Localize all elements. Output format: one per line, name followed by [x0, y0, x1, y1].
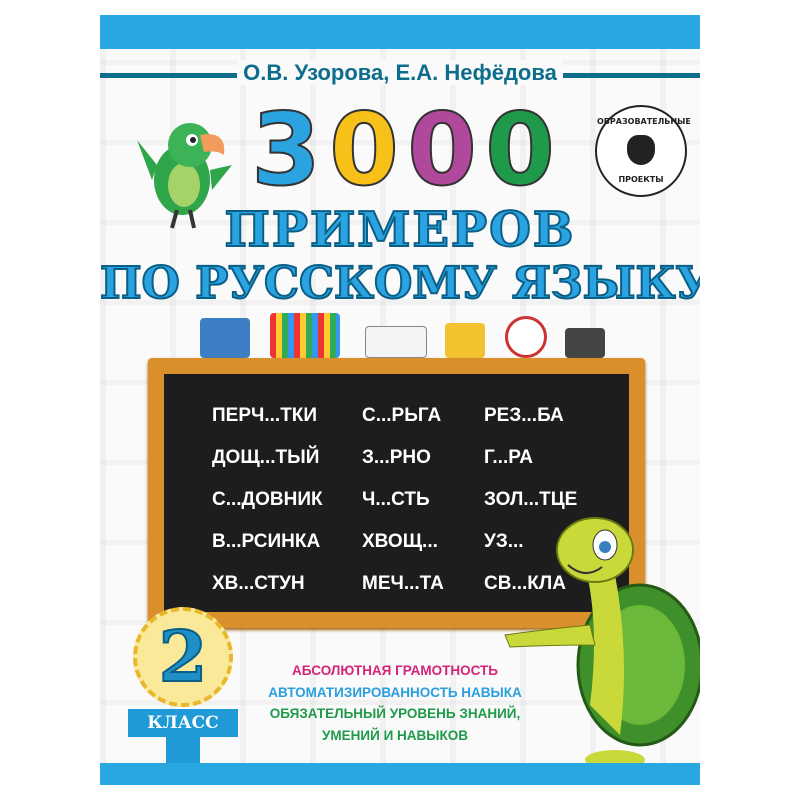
grade-label: КЛАСС	[128, 709, 238, 737]
word: СВ...КЛА	[484, 573, 566, 594]
features-list: АБСОЛЮТНАЯ ГРАМОТНОСТЬ АВТОМАТИЗИРОВАННО…	[250, 660, 540, 746]
word: Ч...СТЬ	[362, 489, 430, 510]
word: УЗ...	[484, 531, 524, 552]
digit-0: 0	[328, 101, 400, 199]
backpack-icon	[200, 318, 250, 358]
authors: О.В. Узорова, Е.А. Нефёдова	[100, 60, 700, 86]
divider-left	[100, 73, 240, 78]
paint-palette-icon	[365, 326, 427, 358]
number-3000: 3 0 0 0	[248, 101, 558, 199]
publisher-logo: ОБРАЗОВАТЕЛЬНЫЕ ПРОЕКТЫ	[595, 105, 691, 197]
pencils-icon	[270, 313, 340, 358]
school-supplies-illustration	[180, 313, 620, 358]
word: В...РСИНКА	[212, 531, 321, 552]
top-blue-bar	[100, 15, 700, 49]
title-line2: ПО РУССКОМУ ЯЗЫКУ	[100, 258, 700, 310]
calculator-icon	[565, 328, 605, 358]
digit-0: 0	[484, 101, 556, 199]
authors-text: О.В. Узорова, Е.А. Нефёдова	[237, 60, 563, 85]
turtle-illustration	[504, 517, 700, 770]
word: ДОЩ...ТЫЙ	[212, 447, 320, 468]
grade-number: 2	[133, 607, 233, 707]
word: С...РЬГА	[362, 405, 442, 426]
cat-icon	[627, 135, 655, 165]
feature-item: ОБЯЗАТЕЛЬНЫЙ УРОВЕНЬ ЗНАНИЙ,	[269, 706, 521, 721]
logo-bottom-text: ПРОЕКТЫ	[618, 175, 664, 184]
word: Г...РА	[484, 447, 533, 468]
alarm-clock-icon	[505, 316, 547, 358]
feature-item: АВТОМАТИЗИРОВАННОСТЬ НАВЫКА	[268, 684, 522, 700]
word: ЗОЛ...ТЦЕ	[484, 489, 578, 510]
word: З...РНО	[362, 447, 431, 468]
title-line1: ПРИМЕРОВ	[224, 202, 576, 258]
logo-top-text: ОБРАЗОВАТЕЛЬНЫЕ	[597, 117, 691, 126]
word: С...ДОВНИК	[212, 489, 323, 510]
feature-item: УМЕНИЙ И НАВЫКОВ	[322, 727, 468, 743]
word: ПЕРЧ...ТКИ	[212, 405, 318, 426]
notebook-icon	[445, 323, 485, 358]
chalkboard: ПЕРЧ...ТКИ С...РЬГА РЕЗ...БА ДОЩ...ТЫЙ З…	[164, 374, 629, 612]
parrot-illustration	[137, 123, 232, 229]
digit-0: 0	[406, 101, 478, 199]
word: ХВОЩ...	[362, 531, 438, 552]
word: МЕЧ...ТА	[362, 573, 444, 594]
word: ХВ...СТУН	[212, 573, 305, 594]
book-cover: О.В. Узорова, Е.А. Нефёдова 3 0 0 0 ОБРА…	[100, 15, 700, 785]
digit-3: 3	[250, 101, 322, 199]
chalkboard-frame: ПЕРЧ...ТКИ С...РЬГА РЕЗ...БА ДОЩ...ТЫЙ З…	[148, 358, 645, 628]
feature-item: АБСОЛЮТНАЯ ГРАМОТНОСТЬ	[292, 663, 498, 678]
word: РЕЗ...БА	[484, 405, 564, 426]
divider-right	[560, 73, 700, 78]
bottom-blue-bar	[100, 763, 700, 785]
word-grid: ПЕРЧ...ТКИ С...РЬГА РЕЗ...БА ДОЩ...ТЫЙ З…	[212, 404, 604, 596]
